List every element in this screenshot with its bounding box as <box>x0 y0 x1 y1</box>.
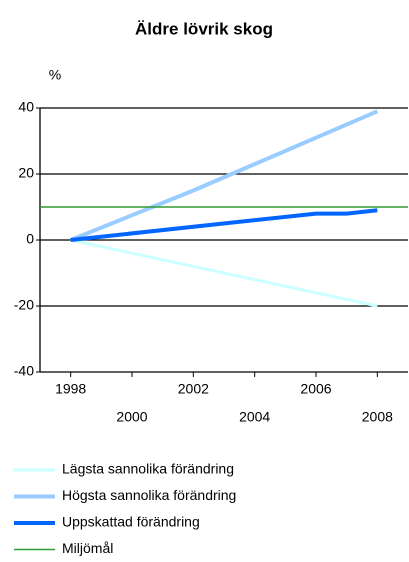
x-tick-label: 2002 <box>178 381 209 397</box>
y-tick-label: 40 <box>18 99 34 115</box>
y-tick-label: 0 <box>26 231 34 247</box>
legend-label: Miljömål <box>62 540 113 556</box>
series-line <box>69 109 379 242</box>
x-tick-label: 2004 <box>239 409 270 425</box>
x-tick-label: 1998 <box>55 381 86 397</box>
x-tick-label: 2006 <box>300 381 331 397</box>
legend-label: Lägsta sannolika förändring <box>62 461 234 477</box>
y-tick-label: -40 <box>14 363 34 379</box>
y-tick-label: 20 <box>18 165 34 181</box>
series-line <box>70 208 378 242</box>
legend-label: Uppskattad förändring <box>62 514 200 530</box>
y-axis-label: % <box>49 67 61 83</box>
series-line <box>70 238 378 308</box>
y-tick-label: -20 <box>14 297 34 313</box>
x-tick-label: 2000 <box>116 409 147 425</box>
legend-label: Högsta sannolika förändring <box>62 487 236 503</box>
x-tick-label: 2008 <box>362 409 393 425</box>
chart-title: Äldre lövrik skog <box>135 19 273 38</box>
